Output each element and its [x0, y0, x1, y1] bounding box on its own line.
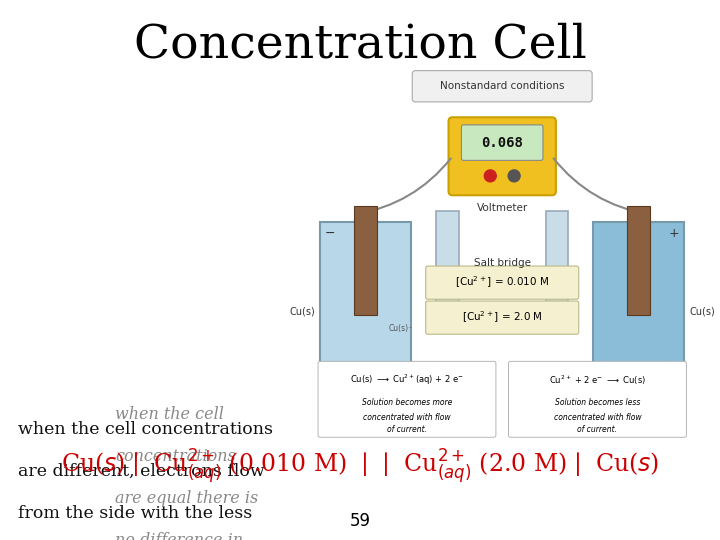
FancyBboxPatch shape [426, 266, 579, 299]
Text: Nonstandard conditions: Nonstandard conditions [440, 82, 564, 91]
Text: Solution becomes more: Solution becomes more [361, 399, 452, 407]
Text: of current.: of current. [577, 425, 618, 434]
Text: −: − [325, 227, 336, 240]
Text: 59: 59 [349, 512, 371, 530]
Text: no difference in: no difference in [115, 532, 243, 540]
Bar [320, 222, 411, 370]
Circle shape [508, 170, 520, 182]
FancyBboxPatch shape [318, 361, 496, 437]
Bar [546, 211, 569, 327]
FancyBboxPatch shape [413, 71, 592, 102]
Text: concentrations: concentrations [115, 448, 236, 465]
Text: $[\mathrm{Cu}^{2+}]$ = 2.0 M: $[\mathrm{Cu}^{2+}]$ = 2.0 M [462, 310, 543, 326]
Text: Cu$^{2+}$ + 2 e$^{-}$ $\longrightarrow$ Cu(s): Cu$^{2+}$ + 2 e$^{-}$ $\longrightarrow$ … [549, 373, 646, 387]
Text: $[\mathrm{Cu}^{2+}]$ = 0.010 M: $[\mathrm{Cu}^{2+}]$ = 0.010 M [455, 275, 549, 291]
FancyBboxPatch shape [462, 125, 543, 160]
Text: 0.068: 0.068 [481, 136, 523, 150]
Text: Cu($s$)$\mid$ Cu$^{2+}_{(aq)}$ (0.010 M) $\mid\mid$ Cu$^{2+}_{(aq)}$ (2.0 M)$\mi: Cu($s$)$\mid$ Cu$^{2+}_{(aq)}$ (0.010 M)… [60, 448, 660, 487]
Text: Cu(s)⁻: Cu(s)⁻ [388, 324, 413, 333]
Bar [436, 305, 569, 327]
Text: are different, electrons flow: are different, electrons flow [18, 463, 265, 480]
Bar [436, 211, 459, 327]
Text: concentrated with flow: concentrated with flow [363, 413, 451, 422]
Text: Salt bridge: Salt bridge [474, 258, 531, 268]
Text: from the side with the less: from the side with the less [18, 505, 252, 522]
Bar [354, 206, 377, 315]
Text: Solution becomes less: Solution becomes less [554, 399, 640, 407]
FancyBboxPatch shape [508, 361, 686, 437]
Text: when the cell: when the cell [115, 406, 224, 423]
Bar [627, 206, 650, 315]
Text: concentrated with flow: concentrated with flow [554, 413, 642, 422]
Text: Concentration Cell: Concentration Cell [134, 22, 586, 68]
Text: are equal there is: are equal there is [115, 490, 258, 507]
FancyBboxPatch shape [426, 301, 579, 334]
Text: +: + [669, 227, 680, 240]
Text: Cu(s) $\longrightarrow$ Cu$^{2+}$(aq) + 2 e$^{-}$: Cu(s) $\longrightarrow$ Cu$^{2+}$(aq) + … [350, 373, 464, 387]
Text: when the cell concentrations: when the cell concentrations [18, 421, 273, 438]
Bar [593, 222, 684, 370]
Circle shape [485, 170, 496, 182]
FancyBboxPatch shape [449, 117, 556, 195]
Text: Cu(s): Cu(s) [289, 306, 315, 316]
Text: of current.: of current. [387, 425, 427, 434]
Text: Voltmeter: Voltmeter [477, 203, 528, 213]
Text: Cu(s): Cu(s) [689, 306, 715, 316]
